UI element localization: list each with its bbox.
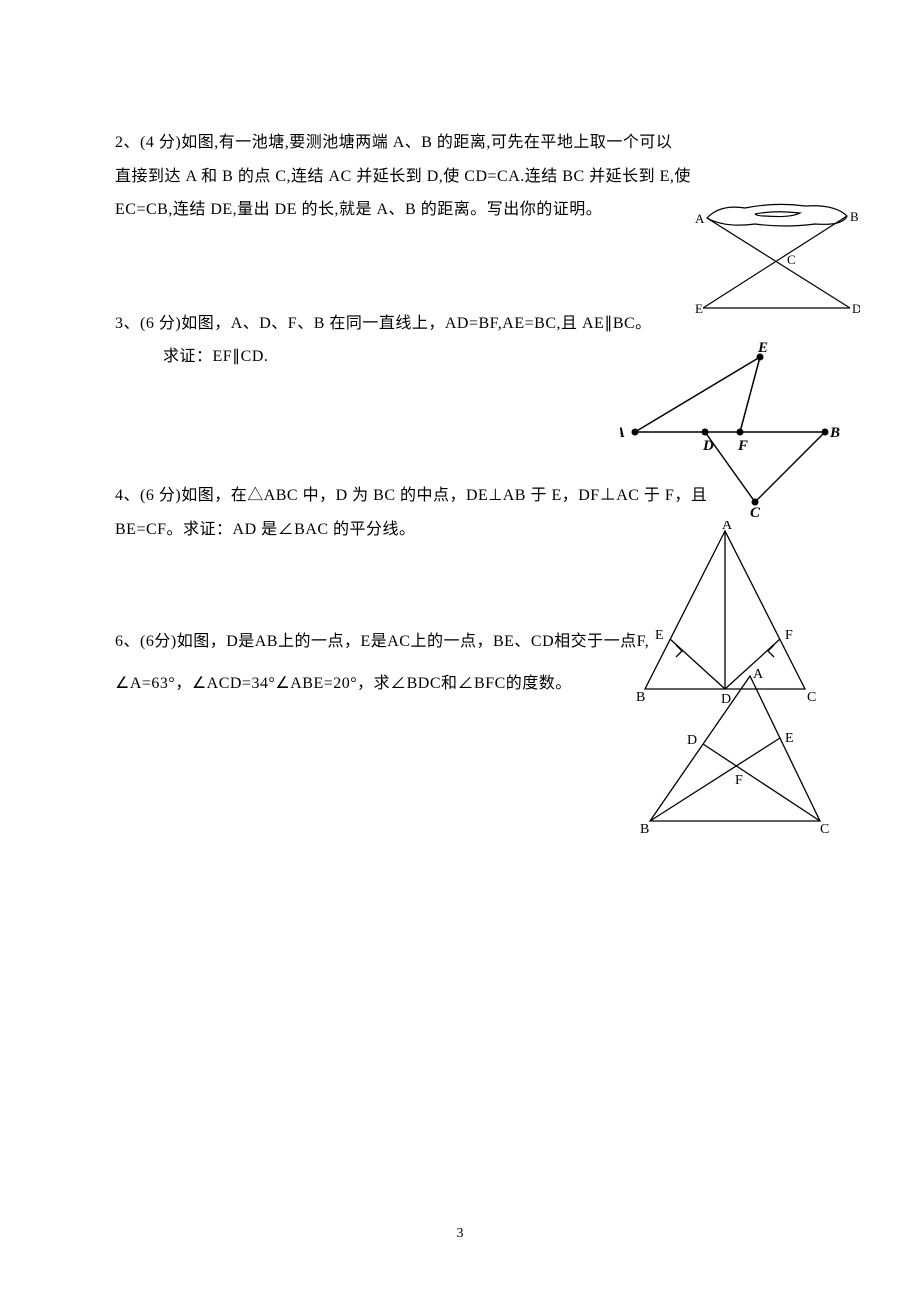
fig6-label-c: C <box>820 822 829 836</box>
problem-3: 3、(6 分)如图，A、D、F、B 在同一直线上，AD=BF,AE=BC,且 A… <box>115 307 805 374</box>
problem-2-line1: 如图,有一池塘,要测池塘两端 A、B 的距离,可先在平地上取一个可以 <box>181 134 672 151</box>
problem-3-number: 3、 <box>115 315 140 332</box>
page-number: 3 <box>0 1226 920 1242</box>
problem-6-line2: ∠A=63°，∠ACD=34°∠ABE=20°，求∠BDC和∠BFC的度数。 <box>115 675 572 692</box>
problem-4-line2: BE=CF。求证：AD 是∠BAC 的平分线。 <box>115 521 416 538</box>
problem-6-number: 6、 <box>115 633 140 650</box>
fig3-label-e: E <box>757 340 768 356</box>
fig3-label-a: A <box>620 425 625 441</box>
problem-6-figure: A B C D E F <box>635 666 830 836</box>
fig2-label-c: C <box>787 252 796 267</box>
fig6-label-b: B <box>640 822 649 836</box>
problem-4-line1: 如图，在△ABC 中，D 为 BC 的中点，DE⊥AB 于 E，DF⊥AC 于 … <box>181 487 707 504</box>
problem-2-line3: EC=CB,连结 DE,量出 DE 的长,就是 A、B 的距离。写出你的证明。 <box>115 201 602 218</box>
problem-2-line2: 直接到达 A 和 B 的点 C,连结 AC 并延长到 D,使 CD=CA.连结 … <box>115 168 691 185</box>
fig2-label-a: A <box>695 211 705 226</box>
fig2-label-d: D <box>852 301 860 316</box>
problem-6-points: (6分) <box>140 633 177 650</box>
problem-2-number: 2、 <box>115 134 140 151</box>
problem-3-points: (6 分) <box>140 315 181 332</box>
problem-2-figure: A B C D E <box>695 196 860 324</box>
fig6-label-f: F <box>735 773 743 788</box>
fig6-label-e: E <box>785 731 794 746</box>
fig4-label-a: A <box>722 521 733 533</box>
fig2-label-b: B <box>850 209 859 224</box>
problem-2: 2、(4 分)如图,有一池塘,要测池塘两端 A、B 的距离,可先在平地上取一个可… <box>115 126 805 227</box>
problem-4: 4、(6 分)如图，在△ABC 中，D 为 BC 的中点，DE⊥AB 于 E，D… <box>115 479 805 546</box>
fig3-label-b: B <box>829 425 840 441</box>
fig3-label-f: F <box>737 438 748 454</box>
problem-6-line1: 如图，D是AB上的一点，E是AC上的一点，BE、CD相交于一点F, <box>177 633 650 650</box>
fig3-label-d: D <box>702 438 714 454</box>
problem-3-line1: 如图，A、D、F、B 在同一直线上，AD=BF,AE=BC,且 AE∥BC。 <box>181 315 651 332</box>
problem-2-points: (4 分) <box>140 134 181 151</box>
fig6-label-d: D <box>687 733 697 748</box>
problem-3-line2: 求证：EF∥CD. <box>115 340 268 374</box>
problem-6: 6、(6分)如图，D是AB上的一点，E是AC上的一点，BE、CD相交于一点F, … <box>115 621 805 704</box>
fig6-label-a: A <box>753 667 764 682</box>
problem-4-points: (6 分) <box>140 487 181 504</box>
problem-4-number: 4、 <box>115 487 140 504</box>
